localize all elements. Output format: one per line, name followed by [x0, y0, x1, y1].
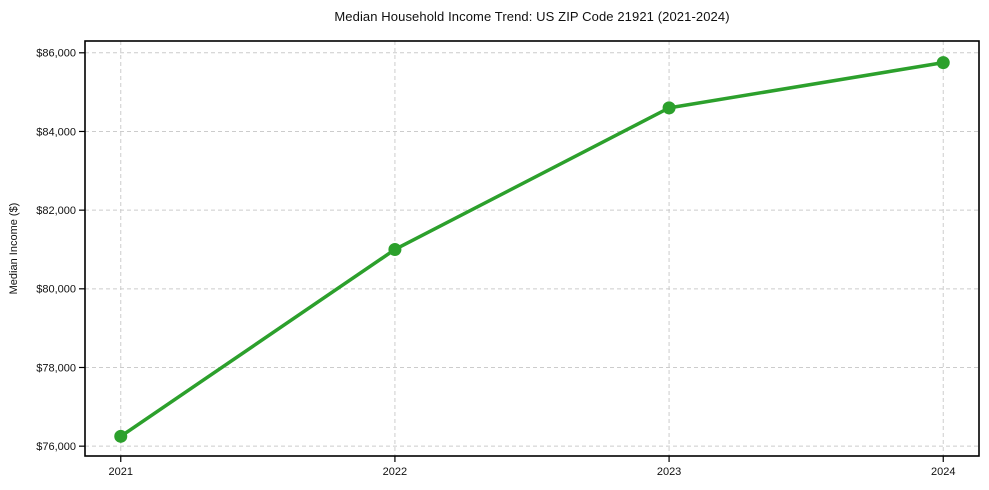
x-tick-label: 2021	[109, 466, 133, 478]
y-axis-label: Median Income ($)	[8, 203, 20, 295]
x-tick-label: 2023	[657, 466, 681, 478]
data-point	[936, 56, 950, 70]
trend-line	[119, 60, 945, 439]
plot-border	[84, 40, 980, 457]
x-tick-label: 2024	[931, 466, 955, 478]
data-point	[388, 242, 402, 256]
y-tick-label: $76,000	[36, 441, 76, 453]
y-tick-label: $82,000	[36, 205, 76, 217]
y-tick-label: $86,000	[36, 48, 76, 60]
y-tick-label: $80,000	[36, 284, 76, 296]
y-tick-label: $78,000	[36, 362, 76, 374]
y-tick-label: $84,000	[36, 126, 76, 138]
x-tick-label: 2022	[383, 466, 407, 478]
data-point	[114, 429, 128, 443]
chart-title: Median Household Income Trend: US ZIP Co…	[334, 9, 730, 24]
data-point	[662, 101, 676, 115]
